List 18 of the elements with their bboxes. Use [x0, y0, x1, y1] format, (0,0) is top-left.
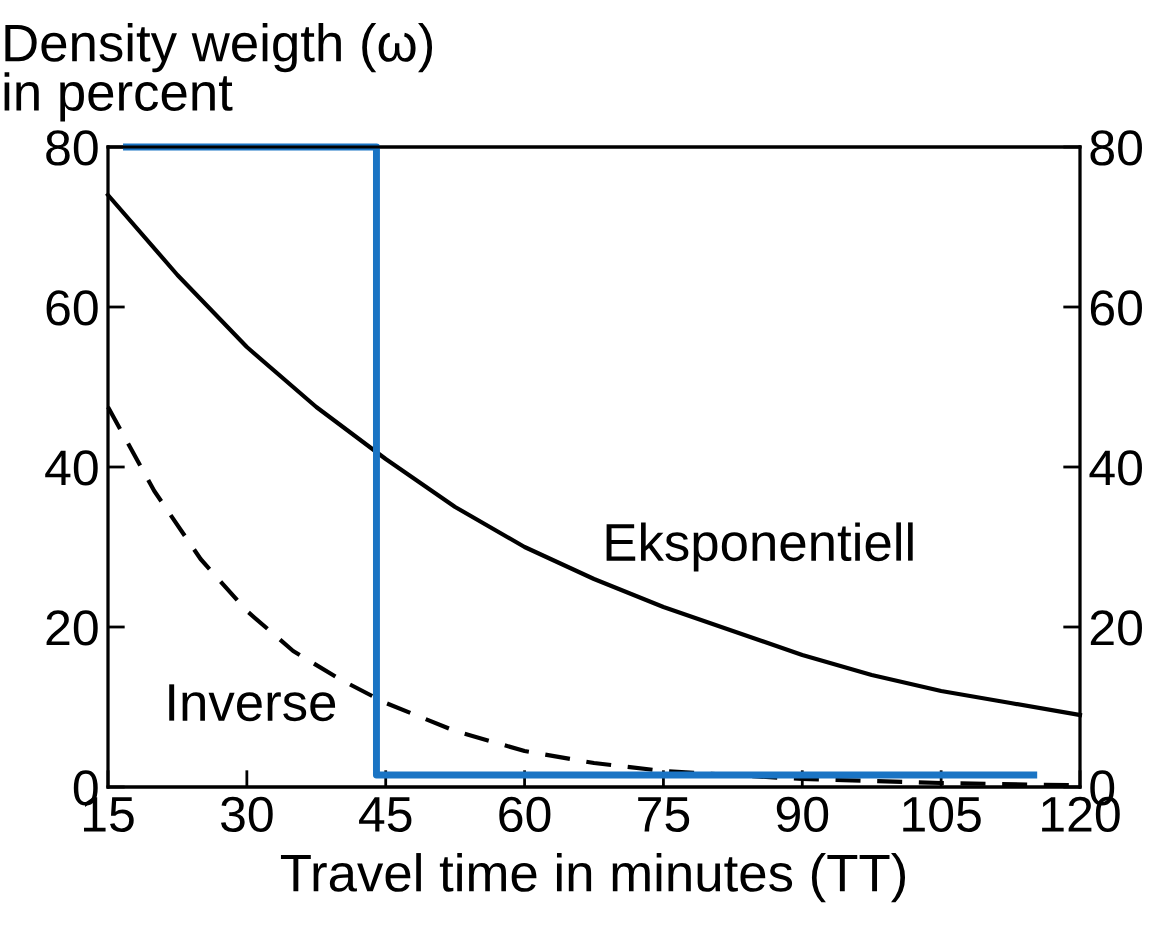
x-tick-label: 90 — [776, 796, 829, 833]
x-tick-label: 75 — [638, 797, 690, 833]
annotation: Eksponentiell — [606, 522, 913, 572]
x-tick-label: 60 — [499, 796, 551, 833]
y-tick-label: 80 — [46, 130, 98, 166]
y-tick-label: 20 — [46, 610, 98, 646]
x-tick-label: 30 — [220, 796, 273, 833]
y-axis-title: Density weigth (ω) in percent — [4, 23, 433, 122]
y2-tick-label: 60 — [1090, 290, 1142, 326]
y2-tick-label: 80 — [1090, 130, 1142, 166]
y2-tick-label: 40 — [1089, 450, 1142, 486]
x-tick-label: 105 — [903, 796, 981, 833]
y-tick-label: 60 — [46, 290, 98, 326]
x-axis-title: Travel time in minutes (TT) — [280, 853, 906, 903]
x-tick-label: 45 — [359, 797, 412, 833]
y2-tick-label: 20 — [1090, 610, 1142, 646]
y-tick-label: 40 — [45, 450, 98, 486]
annotation: Inverse — [169, 684, 336, 722]
